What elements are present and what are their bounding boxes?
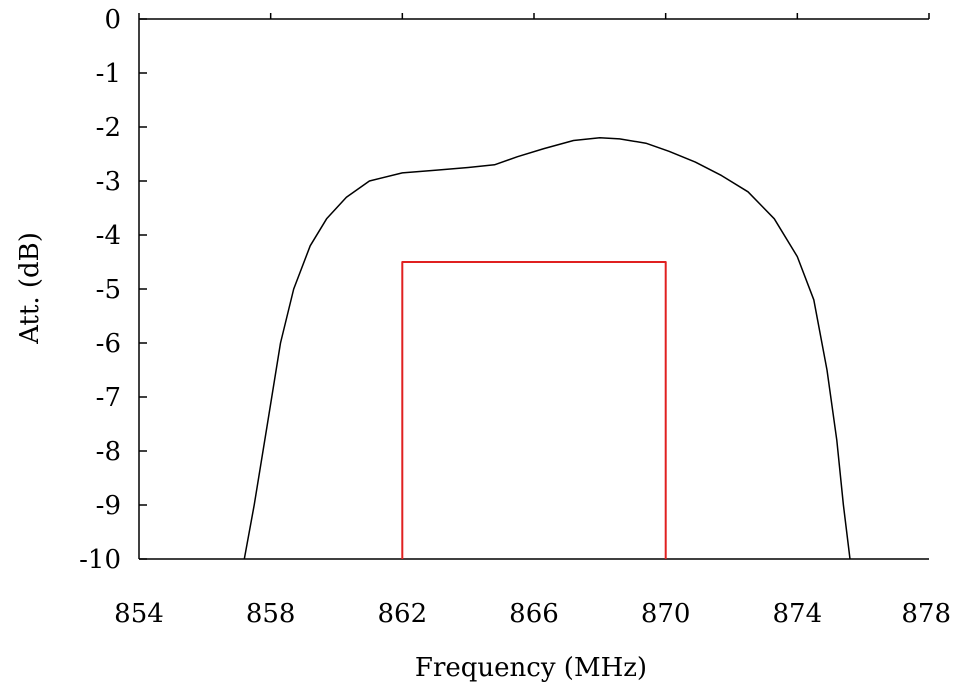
y-tick-label: -9 xyxy=(96,491,121,521)
x-tick-label: 854 xyxy=(114,599,164,629)
x-tick-label: 870 xyxy=(641,599,691,629)
y-tick-label: -6 xyxy=(96,329,121,359)
x-axis-label: Frequency (MHz) xyxy=(415,653,647,683)
y-tick-label: -7 xyxy=(96,383,121,413)
x-tick-label: 878 xyxy=(901,599,951,629)
x-tick-label: 866 xyxy=(509,599,559,629)
mask-series-line xyxy=(401,261,667,559)
y-axis-ticks: 0 -1 -2 -3 -4 -5 -6 -7 -8 -9 -10 xyxy=(79,5,147,575)
y-tick-label: -8 xyxy=(96,437,121,467)
y-tick-label: -5 xyxy=(96,275,121,305)
response-series-line xyxy=(243,137,851,560)
y-axis-label: Att. (dB) xyxy=(15,232,45,345)
y-tick-label: -4 xyxy=(96,221,121,251)
y-tick-label: -10 xyxy=(79,545,121,575)
plot-frame xyxy=(138,18,929,560)
y-tick-label: -3 xyxy=(96,167,121,197)
series-layer xyxy=(243,137,851,560)
x-tick-label: 862 xyxy=(378,599,428,629)
y-tick-label: 0 xyxy=(104,5,121,35)
y-tick-label: -2 xyxy=(96,113,121,143)
x-axis-ticks: 854 858 862 866 870 874 878 xyxy=(114,13,951,629)
x-tick-label: 874 xyxy=(773,599,823,629)
y-tick-label: -1 xyxy=(96,59,121,89)
x-tick-label: 858 xyxy=(246,599,296,629)
